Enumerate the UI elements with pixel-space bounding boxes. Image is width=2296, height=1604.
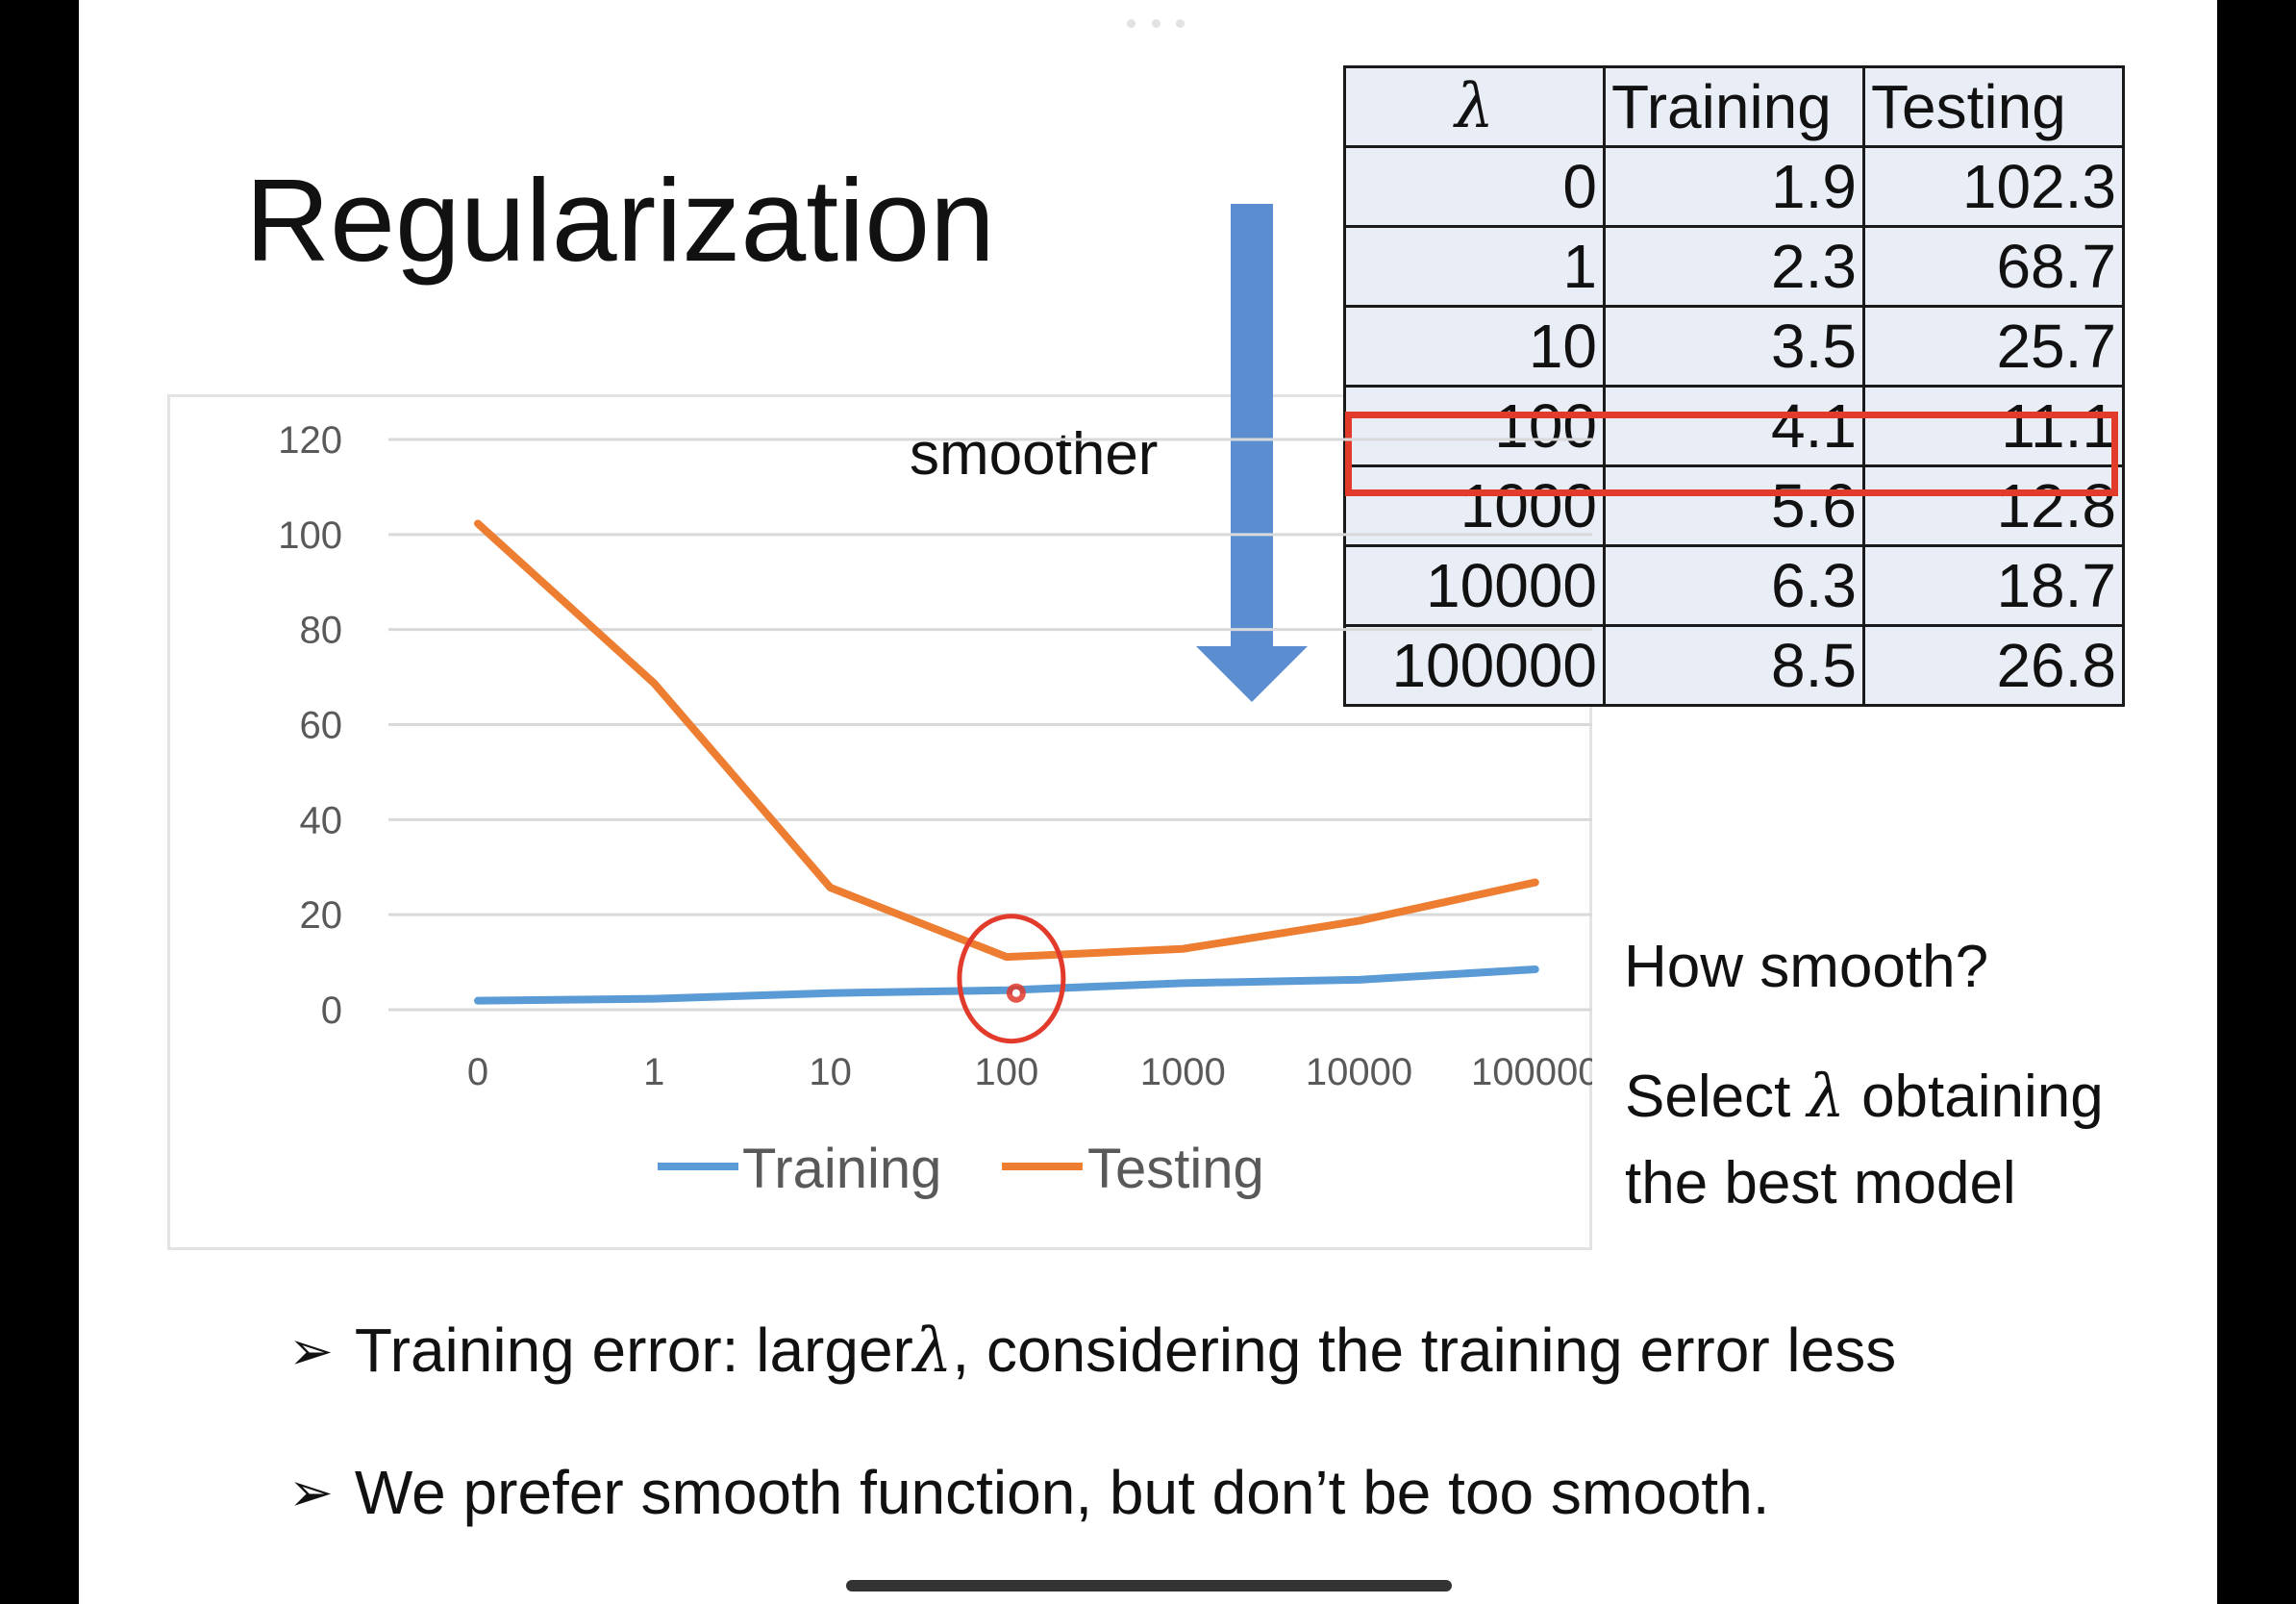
bullet-text-pre: Training error: larger [354,1316,913,1385]
table-row: 1000 5.6 12.8 [1343,464,2125,547]
cell-lambda: 1 [1343,225,1606,308]
cell-training: 2.3 [1603,225,1865,308]
side-answer: Select λ obtaining the best model [1625,1053,2163,1227]
table-row: 10000 6.3 18.7 [1343,544,2125,627]
header-lambda: λ [1343,65,1606,148]
series-line-testing [474,519,1539,962]
cell-lambda: 100 [1343,385,1606,467]
x-tick-label: 0 [467,1051,488,1093]
bullet-item: ➢ We prefer smooth function, but don’t b… [288,1462,1770,1523]
table-row: 0 1.9 102.3 [1343,145,2125,228]
down-arrow-icon [1196,204,1308,702]
x-tick-label: 10000 [1306,1051,1412,1093]
slide-title: Regularization [245,155,995,286]
bullet-text: We prefer smooth function, but don’t be … [354,1458,1770,1527]
y-tick-label: 120 [278,419,342,462]
header-testing: Testing [1862,65,2125,148]
cell-lambda: 100000 [1343,624,1606,707]
cell-lambda: 10 [1343,305,1606,388]
bullet-text: Training error: largerλ, considering the… [355,1319,1896,1382]
cell-training: 3.5 [1603,305,1865,388]
cell-testing: 68.7 [1862,225,2125,308]
series-line-training [474,965,1539,1005]
x-tick-label: 1 [643,1051,664,1093]
home-indicator[interactable] [846,1580,1452,1591]
cell-testing: 25.7 [1862,305,2125,388]
chart-frame [167,394,1592,1250]
best-lambda-marker-center [1011,989,1020,997]
cell-lambda: 10000 [1343,544,1606,627]
cell-lambda: 0 [1343,145,1606,228]
table-row: 100000 8.5 26.8 [1343,624,2125,707]
side-answer-post: obtaining the best model [1625,1064,2104,1216]
down-arrow-shape [1196,204,1308,702]
legend-label-testing: Testing [1087,1138,1264,1200]
lambda-symbol: λ [1807,1061,1845,1131]
x-tick-label: 100000 [1471,1051,1592,1093]
cell-testing: 26.8 [1862,624,2125,707]
cell-testing: 12.8 [1862,464,2125,547]
bullet-text-post: , considering the training error less [952,1316,1897,1385]
best-lambda-circle [957,914,1066,1044]
x-tick-label: 1000 [1140,1051,1226,1093]
cell-testing: 11.1 [1862,385,2125,467]
cell-training: 5.6 [1603,464,1865,547]
lambda-results-table: λ Training Testing 0 1.9 102.3 1 2.3 68.7 10… [1343,65,2125,707]
cell-testing: 18.7 [1862,544,2125,627]
arrow-label: smoother [910,421,1159,488]
bullet-item: ➢ Training error: largerλ, considering t… [288,1319,1896,1382]
slide: Regularization smoother λ Training Testi… [79,0,2217,1604]
y-tick-label: 100 [278,514,342,557]
lambda-symbol: λ [912,1316,953,1387]
header-training: Training [1603,65,1865,148]
y-tick-label: 20 [300,894,343,937]
y-tick-label: 0 [321,990,342,1032]
line-chart: 0 20 40 60 80 100 120 0 1 10 100 1000 10000 100000 Tra… [278,419,1592,1200]
best-row-highlight-box [1345,412,2118,496]
table-header-row: λ Training Testing [1343,65,2125,148]
cell-training: 8.5 [1603,624,1865,707]
y-tick-label: 60 [300,705,343,747]
arrow-bullet-icon: ➢ [288,1319,334,1381]
side-question: How smooth? [1624,934,1989,1000]
cell-training: 6.3 [1603,544,1865,627]
x-tick-label: 10 [809,1051,852,1093]
more-dots-icon[interactable] [1127,17,1185,29]
side-answer-pre: Select [1625,1064,1808,1130]
x-tick-label: 100 [975,1051,1039,1093]
legend-label-training: Training [742,1138,941,1200]
y-tick-label: 40 [300,799,343,841]
table-row-highlighted: 100 4.1 11.1 [1343,385,2125,467]
cell-training: 1.9 [1603,145,1865,228]
cell-training: 4.1 [1603,385,1865,467]
y-tick-label: 80 [300,610,343,652]
cell-testing: 102.3 [1862,145,2125,228]
arrow-bullet-icon: ➢ [288,1462,334,1522]
table-row: 1 2.3 68.7 [1343,225,2125,308]
table-row: 10 3.5 25.7 [1343,305,2125,388]
